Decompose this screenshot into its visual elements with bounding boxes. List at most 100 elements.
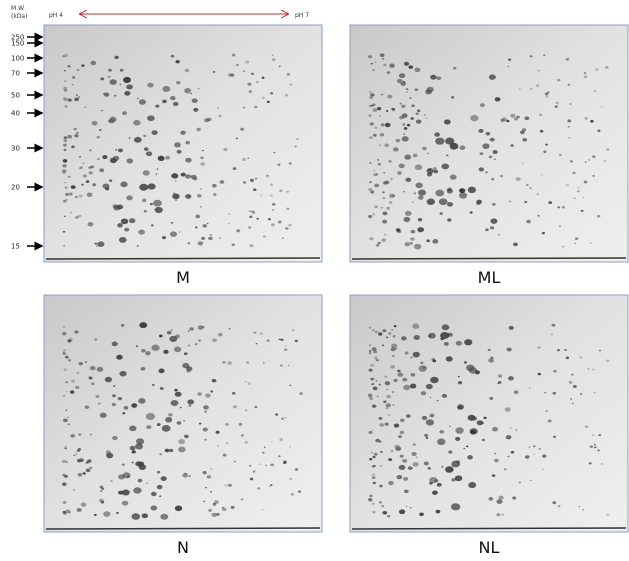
protein-spot bbox=[97, 241, 105, 247]
protein-spot bbox=[205, 393, 211, 398]
protein-spot bbox=[101, 487, 105, 490]
protein-spot bbox=[78, 194, 83, 198]
protein-spot bbox=[112, 435, 118, 441]
mw-label: 40 bbox=[11, 110, 20, 118]
protein-spot bbox=[374, 61, 377, 64]
protein-spot bbox=[368, 499, 373, 502]
protein-spot bbox=[64, 80, 67, 82]
protein-spot bbox=[62, 351, 66, 354]
protein-spot bbox=[382, 511, 388, 515]
protein-spot bbox=[247, 157, 250, 159]
protein-spot bbox=[240, 127, 245, 131]
protein-spot bbox=[145, 351, 151, 356]
protein-spot bbox=[201, 236, 206, 240]
protein-spot bbox=[403, 61, 410, 66]
protein-spot bbox=[491, 474, 496, 477]
protein-spot bbox=[296, 138, 299, 141]
protein-spot bbox=[378, 332, 383, 336]
protein-spot bbox=[155, 173, 158, 175]
protein-spot bbox=[370, 93, 375, 97]
protein-spot bbox=[399, 102, 402, 105]
protein-spot bbox=[578, 505, 581, 508]
protein-spot bbox=[469, 211, 473, 214]
protein-spot bbox=[555, 101, 559, 105]
protein-spot bbox=[372, 173, 377, 177]
protein-spot bbox=[510, 144, 514, 147]
protein-spot bbox=[74, 134, 79, 138]
protein-spot bbox=[128, 218, 136, 224]
protein-spot bbox=[371, 473, 376, 477]
protein-spot bbox=[567, 119, 572, 123]
protein-spot bbox=[494, 458, 499, 463]
protein-spot bbox=[370, 104, 374, 107]
protein-spot bbox=[455, 436, 461, 441]
protein-spot bbox=[368, 368, 373, 372]
protein-spot bbox=[174, 505, 183, 512]
protein-spot bbox=[488, 358, 494, 363]
protein-spot bbox=[120, 323, 125, 327]
protein-spot bbox=[227, 483, 232, 487]
protein-spot bbox=[543, 54, 546, 57]
protein-spot bbox=[180, 172, 186, 177]
protein-spot bbox=[195, 226, 198, 229]
protein-spot bbox=[178, 231, 181, 233]
protein-spot bbox=[390, 347, 396, 352]
protein-spot bbox=[374, 183, 380, 188]
protein-spot bbox=[368, 114, 372, 117]
protein-spot bbox=[210, 468, 213, 470]
protein-spot bbox=[369, 397, 373, 401]
protein-spot bbox=[436, 76, 442, 81]
protein-spot bbox=[441, 393, 448, 398]
protein-spot bbox=[255, 343, 258, 345]
protein-spot bbox=[489, 396, 494, 400]
protein-spot bbox=[149, 202, 153, 206]
protein-spot bbox=[506, 347, 512, 352]
protein-spot bbox=[463, 361, 468, 364]
protein-spot bbox=[381, 93, 384, 96]
protein-spot bbox=[372, 108, 378, 112]
protein-spot bbox=[414, 67, 421, 73]
protein-spot bbox=[507, 455, 510, 458]
protein-spot bbox=[508, 58, 512, 61]
protein-spot bbox=[403, 133, 405, 135]
protein-spot bbox=[401, 336, 407, 341]
protein-spot bbox=[254, 105, 258, 109]
protein-spot bbox=[123, 405, 129, 410]
protein-spot bbox=[271, 58, 276, 62]
protein-spot bbox=[228, 213, 230, 215]
protein-spot bbox=[64, 198, 68, 201]
protein-spot bbox=[259, 463, 262, 465]
protein-spot bbox=[423, 114, 426, 116]
mw-label: 250 bbox=[11, 34, 24, 42]
protein-spot bbox=[386, 388, 388, 391]
protein-spot bbox=[141, 348, 146, 353]
protein-spot bbox=[410, 372, 416, 377]
protein-spot bbox=[279, 438, 284, 441]
protein-spot bbox=[494, 452, 497, 455]
panel-label: NL bbox=[479, 538, 500, 557]
protein-spot bbox=[170, 399, 179, 407]
protein-spot bbox=[371, 404, 377, 409]
protein-spot bbox=[79, 155, 82, 158]
protein-spot bbox=[382, 196, 386, 200]
protein-spot bbox=[489, 137, 495, 142]
protein-spot bbox=[368, 326, 372, 329]
protein-spot bbox=[490, 356, 494, 360]
protein-spot bbox=[73, 489, 76, 491]
protein-spot bbox=[372, 133, 377, 137]
protein-spot bbox=[151, 130, 158, 135]
protein-spot bbox=[520, 130, 525, 135]
protein-spot bbox=[91, 121, 98, 126]
protein-spot bbox=[398, 73, 406, 79]
protein-spot bbox=[508, 200, 512, 203]
protein-spot bbox=[504, 407, 511, 412]
protein-spot bbox=[193, 107, 199, 112]
protein-spot bbox=[470, 114, 479, 122]
protein-spot bbox=[411, 201, 414, 203]
protein-spot bbox=[522, 138, 528, 142]
protein-spot bbox=[590, 119, 594, 123]
mw-label: 20 bbox=[11, 184, 20, 192]
protein-spot bbox=[65, 193, 69, 196]
mw-title: M.W bbox=[11, 5, 24, 12]
protein-spot bbox=[379, 501, 382, 504]
